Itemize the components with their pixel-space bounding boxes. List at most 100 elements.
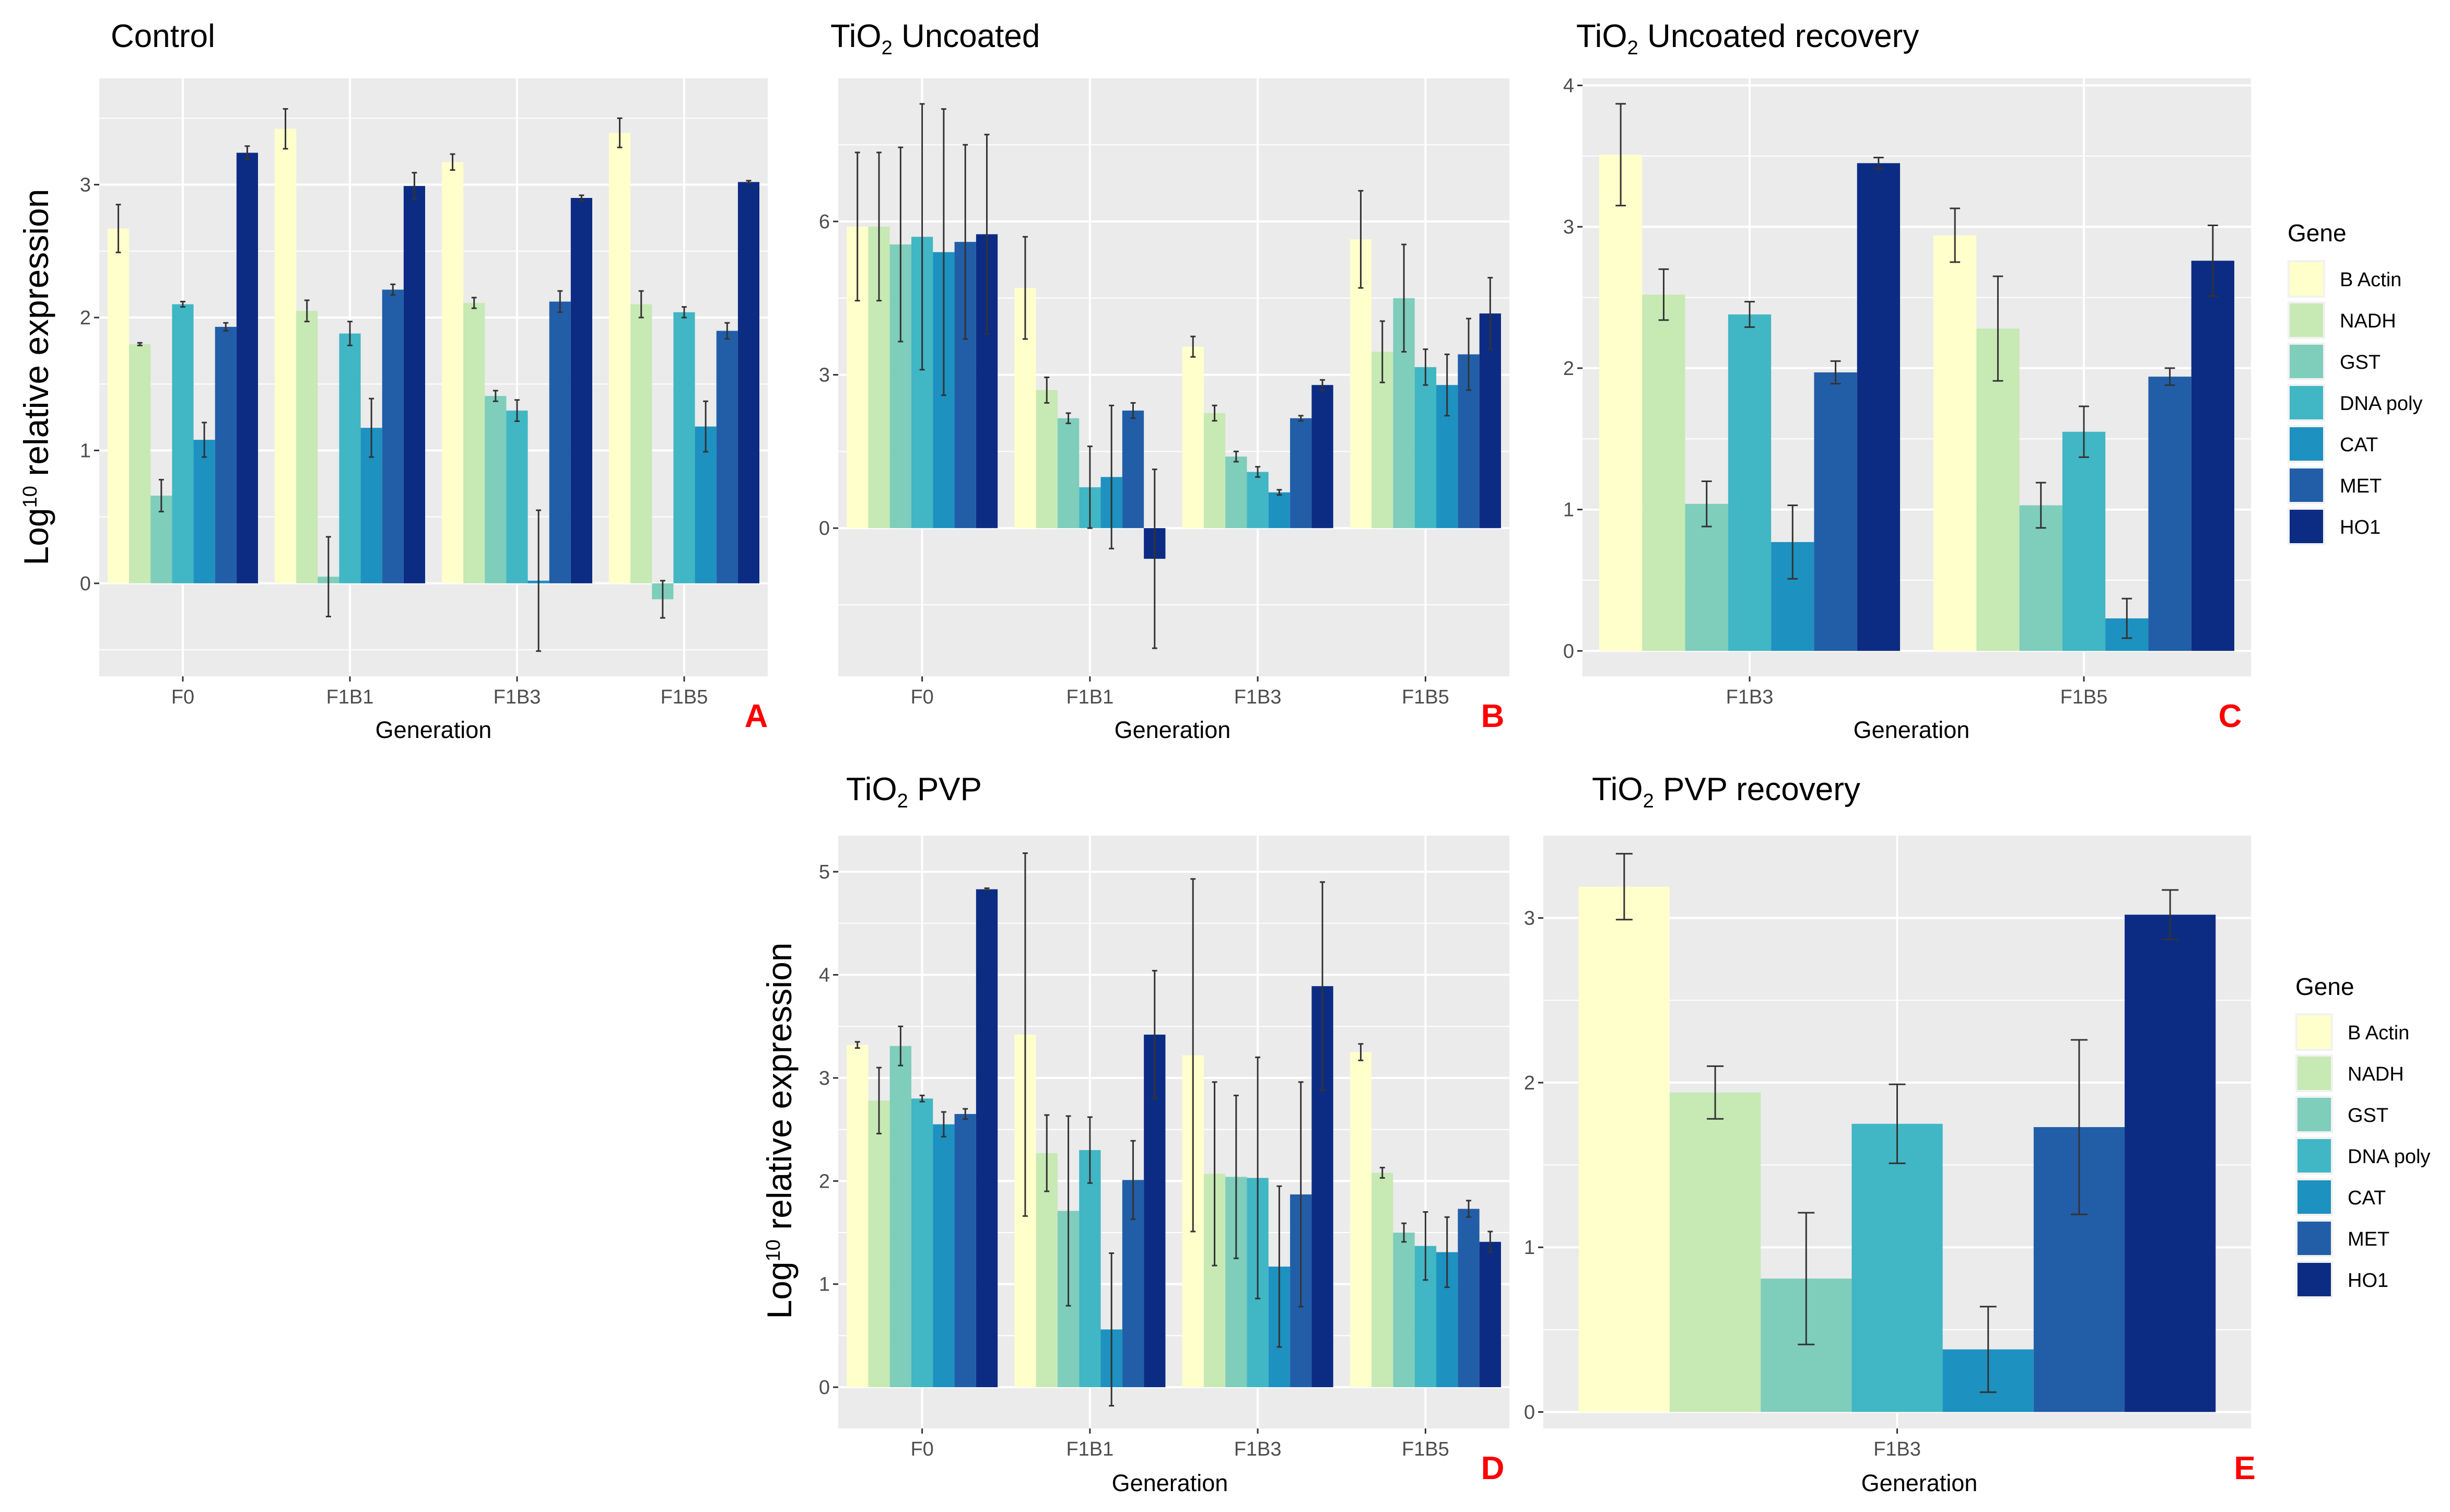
- panel-e-bar-b-actin-f1b3: [1578, 886, 1670, 1412]
- panel-a: Control 0 1 2 3 F0 F1B1 F1B3 F1B5 Log10 relativ…: [17, 18, 768, 743]
- panel-b-errorbar-nadh-f1b1: [1044, 377, 1050, 404]
- panel-c-bar-dna-poly-f1b3: [1728, 314, 1772, 651]
- panel-d-bar-cat-f0: [933, 1124, 955, 1388]
- panel-c: TiO2 Uncoated recovery 0 1 2 3 4 F1B3 F1B5 Gen…: [1563, 18, 2423, 743]
- panel-c-errorbar-dna-poly-f1b5: [2079, 405, 2089, 458]
- panel-b-errorbar-met-f1b1: [1130, 402, 1136, 419]
- panel-e-title: TiO2 PVP recovery: [1592, 771, 1860, 812]
- legend-item-ho1: HO1: [2295, 1261, 2388, 1298]
- panel-d-errorbar-ho1-f0: [984, 887, 990, 892]
- panel-b-errorbar-gst-f1b5: [1401, 243, 1407, 353]
- panel-d-errorbar-b-actin-f1b5: [1358, 1043, 1364, 1061]
- panel-c-bar-met-f1b5: [2148, 377, 2191, 651]
- panel-d-ytick-label: 4: [819, 964, 830, 986]
- panel-a-bar-nadh-f0: [129, 344, 151, 583]
- panel-c-letter: C: [2219, 698, 2242, 734]
- panel-d-errorbar-met-f0: [963, 1108, 968, 1120]
- panel-a-xtick-label-f1b3: F1B3: [494, 686, 541, 708]
- panel-c-xtick-label-f1b5: F1B5: [2060, 686, 2108, 708]
- panel-a-ytick-label: 0: [80, 573, 91, 595]
- panel-d-errorbar-cat-f1b5: [1444, 1216, 1450, 1288]
- panel-c-title: TiO2 Uncoated recovery: [1576, 18, 1919, 59]
- panel-c-errorbar-gst-f1b3: [1701, 480, 1712, 528]
- panel-a-errorbar-met-f0: [223, 322, 229, 332]
- panel-b-errorbar-gst-f0: [898, 146, 904, 343]
- panel-b-bar-dna-poly-f1b3: [1247, 472, 1269, 529]
- panel-d-bar-met-f1b5: [1458, 1209, 1480, 1388]
- panel-c-errorbar-b-actin-f1b5: [1950, 207, 1961, 263]
- legend-swatch-cat: [2297, 1180, 2331, 1214]
- legend-swatch-nadh: [2297, 1057, 2331, 1090]
- legend-item-dna-poly: DNA poly: [2295, 1137, 2430, 1175]
- panel-c-bar-b-actin-f1b5: [1933, 235, 1977, 651]
- panel-d-errorbar-nadh-f1b3: [1212, 1081, 1217, 1267]
- panel-a-errorbar-dna-poly-f1b1: [347, 321, 353, 346]
- panel-b-errorbar-nadh-f0: [876, 151, 882, 302]
- panel-b-title: TiO2 Uncoated: [830, 18, 1040, 59]
- panel-b-xtick-label-f1b3: F1B3: [1234, 686, 1282, 708]
- panel-a-bar-dna-poly-f0: [172, 304, 194, 583]
- panel-e-errorbar-b-actin-f1b3: [1615, 853, 1633, 921]
- legend-item-gst: GST: [2288, 343, 2381, 380]
- panel-c-errorbar-cat-f1b3: [1787, 504, 1798, 580]
- panel-d-errorbar-cat-f1b3: [1276, 1185, 1282, 1348]
- panel-c-errorbar-ho1-f1b5: [2207, 225, 2218, 297]
- panel-b-bar-ho1-f1b3: [1311, 385, 1333, 529]
- legend-item-met: MET: [2288, 466, 2382, 504]
- panel-c-errorbar-nadh-f1b3: [1658, 268, 1669, 321]
- panel-d-ytick-label: 0: [819, 1377, 830, 1399]
- panel-a-bar-cat-f0: [193, 440, 215, 583]
- panel-a-bar-nadh-f1b3: [463, 303, 485, 583]
- panel-d-xtick-label-f0: F0: [910, 1438, 933, 1460]
- panel-e-errorbar-cat-f1b3: [1979, 1306, 1997, 1393]
- panel-a-errorbar-dna-poly-f1b5: [682, 306, 687, 319]
- panel-d-errorbar-gst-f0: [898, 1025, 904, 1066]
- panel-a-bar-cat-f1b5: [695, 426, 717, 583]
- panel-d-errorbar-cat-f1b1: [1109, 1252, 1115, 1407]
- panel-d-bar-b-actin-f1b5: [1350, 1052, 1372, 1388]
- panel-a-bar-gst-f1b3: [485, 396, 507, 583]
- panel-c-bar-nadh-f1b3: [1642, 295, 1685, 651]
- legend-title: Gene: [2288, 219, 2347, 247]
- legend-swatch-gst: [2290, 345, 2323, 378]
- panel-c-errorbar-b-actin-f1b3: [1615, 103, 1626, 207]
- panel-c-ytick-label: 0: [1563, 640, 1574, 662]
- panel-b-errorbar-ho1-f1b5: [1487, 277, 1493, 350]
- panel-a-errorbar-met-f1b1: [390, 283, 396, 296]
- panel-d-ytick-label: 2: [819, 1170, 830, 1192]
- panel-d-bar-gst-f0: [889, 1046, 911, 1388]
- panel-c-ytick-label: 4: [1563, 75, 1574, 97]
- panel-e-plot: 0 1 2 3 F1B3: [1524, 836, 2251, 1460]
- panel-e-errorbar-ho1-f1b3: [2162, 889, 2179, 941]
- panel-b-bar-cat-f1b3: [1268, 492, 1291, 529]
- panel-b-errorbar-nadh-f1b3: [1212, 404, 1217, 422]
- legend-item-cat: CAT: [2288, 425, 2378, 463]
- panel-a-bar-ho1-f0: [236, 153, 258, 583]
- panel-a-errorbar-met-f1b3: [557, 290, 563, 313]
- panel-d-xlabel: Generation: [1112, 1470, 1228, 1496]
- panel-e-ytick-label: 2: [1524, 1072, 1535, 1094]
- panel-c-ytick-label: 3: [1563, 216, 1574, 238]
- panel-a-bar-dna-poly-f1b1: [339, 333, 361, 583]
- panel-c-ytick-label: 2: [1563, 358, 1574, 380]
- panel-a-errorbar-nadh-f1b1: [304, 299, 310, 323]
- legend-swatch-met: [2297, 1222, 2331, 1255]
- legend-title: Gene: [2295, 973, 2354, 1000]
- panel-a-bar-b-actin-f0: [108, 228, 130, 583]
- legend-item-cat: CAT: [2295, 1178, 2386, 1216]
- panel-d-bar-ho1-f1b5: [1479, 1241, 1501, 1388]
- panel-e-xlabel: Generation: [1861, 1470, 1978, 1496]
- legend-item-ho1: HO1: [2288, 508, 2381, 545]
- panel-a-errorbar-gst-f1b3: [493, 390, 498, 402]
- panel-c-bar-met-f1b3: [1814, 372, 1857, 651]
- panel-b-errorbar-dna-poly-f0: [919, 103, 925, 371]
- panel-b-plot: 0 3 6 F0 F1B1 F1B3 F1B5: [819, 78, 1509, 708]
- panel-e-bar-dna-poly-f1b3: [1851, 1123, 1943, 1412]
- panel-b-errorbar-cat-f1b5: [1444, 353, 1450, 417]
- panel-c-xtick-label-f1b3: F1B3: [1726, 686, 1774, 708]
- legend-label-gst: GST: [2340, 351, 2381, 373]
- legend-label-nadh: NADH: [2348, 1063, 2404, 1085]
- panel-b-bar-nadh-f1b1: [1036, 390, 1058, 529]
- panel-a-errorbar-cat-f1b5: [703, 400, 709, 453]
